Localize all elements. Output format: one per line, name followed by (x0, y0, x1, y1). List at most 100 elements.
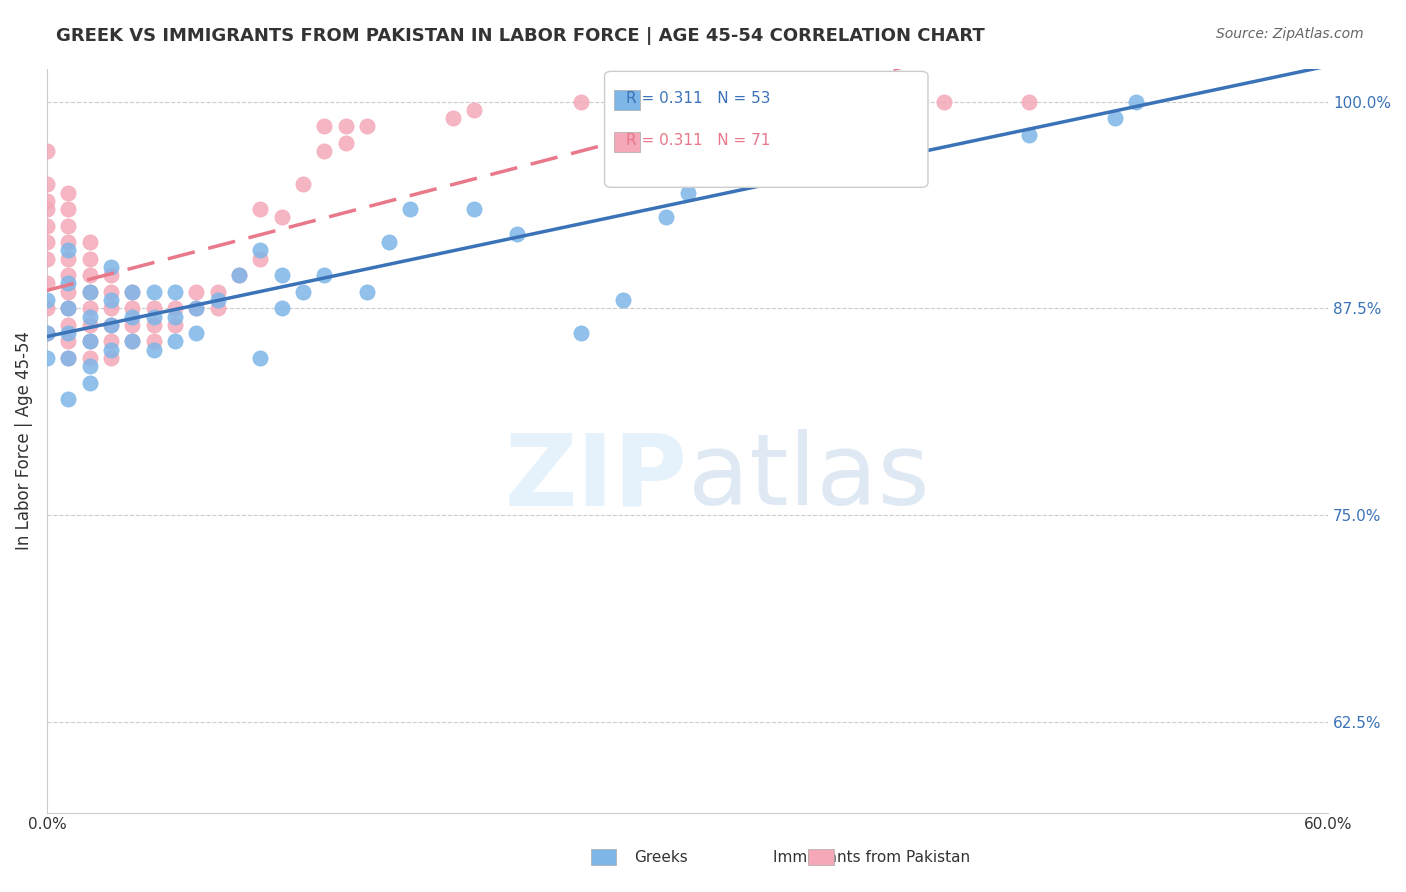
Point (741, 136, 763, 150)
Point (207, 285, 229, 299)
Point (655, 211, 678, 225)
Point (399, 202, 422, 216)
Point (1104, 111, 1126, 125)
Point (228, 268, 250, 283)
Point (58, 252, 80, 266)
Point (100, 343, 122, 357)
Point (1018, 95, 1040, 109)
Point (335, 136, 357, 150)
Point (35, 277, 58, 291)
Point (1018, 128, 1040, 142)
Text: ZIP: ZIP (505, 429, 688, 526)
Point (79, 334, 101, 349)
Point (79, 310, 101, 324)
Text: Source: ZipAtlas.com: Source: ZipAtlas.com (1216, 27, 1364, 41)
Point (314, 144, 336, 158)
Point (163, 285, 186, 299)
Point (314, 120, 336, 134)
Point (58, 219, 80, 233)
Point (79, 376, 101, 390)
Point (932, 95, 955, 109)
Point (121, 334, 143, 349)
Point (207, 293, 229, 307)
Point (58, 202, 80, 216)
Point (142, 285, 165, 299)
Point (569, 95, 592, 109)
Point (100, 268, 122, 283)
Point (441, 111, 464, 125)
Point (569, 326, 592, 340)
Point (58, 277, 80, 291)
Point (58, 301, 80, 316)
Point (270, 211, 292, 225)
Point (142, 343, 165, 357)
Point (58, 268, 80, 283)
Point (58, 334, 80, 349)
Point (676, 95, 699, 109)
Point (79, 252, 101, 266)
Point (335, 120, 357, 134)
Point (356, 120, 378, 134)
Point (121, 318, 143, 332)
Point (35, 202, 58, 216)
Point (58, 186, 80, 200)
Point (58, 326, 80, 340)
Point (35, 326, 58, 340)
Point (612, 293, 634, 307)
Point (35, 351, 58, 365)
Point (463, 202, 485, 216)
Point (100, 318, 122, 332)
Point (186, 326, 208, 340)
Point (35, 301, 58, 316)
Point (58, 285, 80, 299)
Point (741, 95, 763, 109)
Point (292, 285, 315, 299)
Point (79, 359, 101, 373)
Point (142, 301, 165, 316)
Point (163, 334, 186, 349)
Point (249, 252, 271, 266)
Point (35, 252, 58, 266)
Point (121, 285, 143, 299)
Point (100, 351, 122, 365)
Point (163, 301, 186, 316)
Point (463, 103, 485, 117)
Point (58, 392, 80, 407)
Point (35, 326, 58, 340)
Point (249, 202, 271, 216)
Point (890, 95, 912, 109)
Point (783, 95, 806, 109)
Text: R = 0.311   N = 71: R = 0.311 N = 71 (626, 133, 770, 147)
Point (79, 268, 101, 283)
Point (186, 301, 208, 316)
Point (377, 235, 399, 249)
Point (186, 285, 208, 299)
Point (186, 301, 208, 316)
Point (697, 161, 720, 175)
Point (634, 95, 657, 109)
Point (100, 293, 122, 307)
Point (58, 318, 80, 332)
Point (121, 301, 143, 316)
Point (676, 186, 699, 200)
Point (783, 144, 806, 158)
Point (58, 351, 80, 365)
Point (270, 268, 292, 283)
Point (79, 334, 101, 349)
Text: R = 0.311   N = 53: R = 0.311 N = 53 (626, 91, 770, 105)
Point (314, 268, 336, 283)
Point (79, 285, 101, 299)
Point (249, 244, 271, 258)
Point (121, 334, 143, 349)
Point (100, 334, 122, 349)
Point (100, 318, 122, 332)
Point (35, 144, 58, 158)
Point (142, 318, 165, 332)
Point (142, 310, 165, 324)
Point (35, 293, 58, 307)
Point (35, 235, 58, 249)
Point (100, 301, 122, 316)
Point (270, 301, 292, 316)
Text: atlas: atlas (688, 429, 929, 526)
Point (356, 285, 378, 299)
